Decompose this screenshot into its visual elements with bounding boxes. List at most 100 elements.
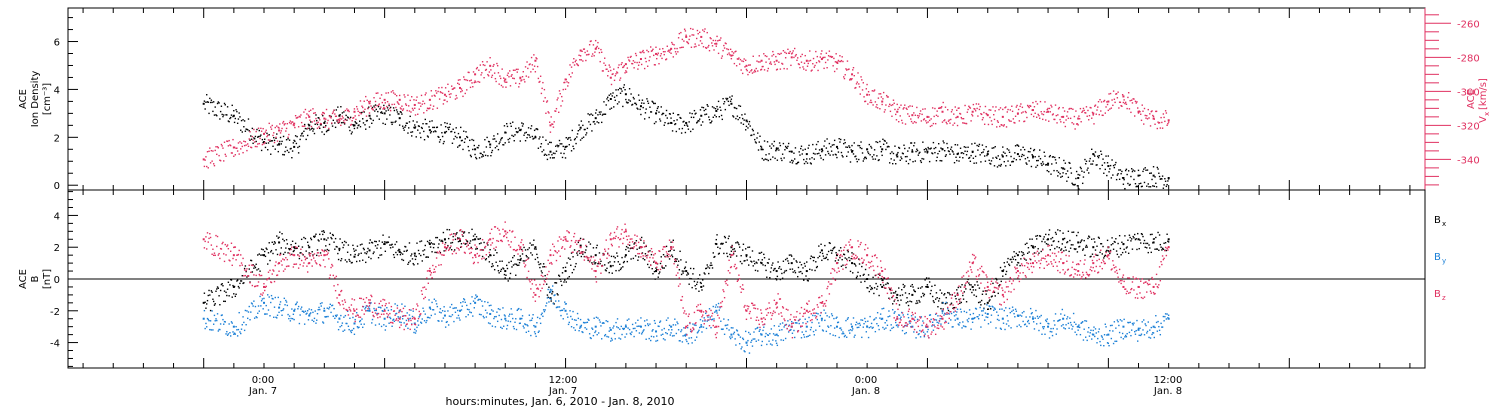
data-dot (745, 248, 746, 249)
data-dot (637, 108, 638, 109)
data-dot (270, 154, 271, 155)
data-dot (814, 65, 815, 66)
data-dot (798, 267, 799, 268)
data-dot (663, 113, 664, 114)
data-dot (624, 89, 625, 90)
data-dot (1059, 230, 1060, 231)
data-dot (767, 141, 768, 142)
data-dot (264, 139, 265, 140)
data-dot (474, 239, 475, 240)
data-dot (849, 260, 850, 261)
data-dot (342, 122, 343, 123)
data-dot (505, 132, 506, 133)
data-dot (717, 306, 718, 307)
data-dot (484, 139, 485, 140)
data-dot (321, 231, 322, 232)
data-dot (980, 304, 981, 305)
data-dot (703, 107, 704, 108)
data-dot (259, 138, 260, 139)
data-dot (642, 50, 643, 51)
data-dot (952, 151, 953, 152)
data-dot (609, 261, 610, 262)
data-dot (795, 147, 796, 148)
data-dot (275, 137, 276, 138)
data-dot (1001, 154, 1002, 155)
data-dot (1065, 163, 1066, 164)
data-dot (794, 158, 795, 159)
data-dot (230, 145, 231, 146)
data-dot (319, 119, 320, 120)
data-dot (609, 108, 610, 109)
data-dot (1083, 240, 1084, 241)
data-dot (881, 151, 882, 152)
data-dot (1091, 149, 1092, 150)
data-dot (1015, 259, 1016, 260)
data-dot (881, 96, 882, 97)
data-dot (294, 127, 295, 128)
data-dot (237, 150, 238, 151)
data-dot (859, 145, 860, 146)
data-dot (725, 109, 726, 110)
data-dot (768, 68, 769, 69)
data-dot (211, 150, 212, 151)
data-dot (641, 237, 642, 238)
data-dot (904, 148, 905, 149)
data-dot (267, 149, 268, 150)
data-dot (454, 249, 455, 250)
data-dot (588, 241, 589, 242)
data-dot (670, 113, 671, 114)
data-dot (1096, 164, 1097, 165)
data-dot (399, 321, 400, 322)
y-tick-label: 6 (54, 38, 60, 49)
data-dot (367, 251, 368, 252)
data-dot (373, 253, 374, 254)
data-dot (1010, 109, 1011, 110)
data-dot (714, 43, 715, 44)
data-dot (442, 93, 443, 94)
data-dot (1082, 249, 1083, 250)
data-dot (369, 126, 370, 127)
data-dot (467, 309, 468, 310)
data-dot (776, 343, 777, 344)
data-dot (689, 112, 690, 113)
data-dot (1115, 162, 1116, 163)
data-dot (685, 35, 686, 36)
data-dot (1160, 127, 1161, 128)
data-dot (900, 115, 901, 116)
data-dot (539, 267, 540, 268)
data-dot (447, 127, 448, 128)
data-dot (1140, 183, 1141, 184)
data-dot (965, 147, 966, 148)
data-dot (596, 334, 597, 335)
data-dot (440, 92, 441, 93)
data-dot (348, 326, 349, 327)
data-dot (581, 325, 582, 326)
data-point (1002, 116, 1004, 118)
data-dot (643, 52, 644, 53)
data-dot (1093, 246, 1094, 247)
data-dot (656, 335, 657, 336)
data-point (489, 313, 491, 315)
data-dot (1068, 231, 1069, 232)
data-dot (698, 330, 699, 331)
data-dot (596, 46, 597, 47)
data-dot (879, 108, 880, 109)
data-dot (688, 128, 689, 129)
data-dot (393, 254, 394, 255)
data-dot (336, 119, 337, 120)
data-dot (840, 247, 841, 248)
data-dot (1087, 238, 1088, 239)
data-dot (210, 162, 211, 163)
data-dot (900, 104, 901, 105)
data-dot (431, 95, 432, 96)
data-dot (1056, 115, 1057, 116)
data-dot (251, 147, 252, 148)
data-dot (423, 310, 424, 311)
data-dot (736, 65, 737, 66)
data-dot (916, 107, 917, 108)
data-dot (499, 261, 500, 262)
data-dot (851, 252, 852, 253)
data-dot (296, 143, 297, 144)
data-dot (313, 321, 314, 322)
data-dot (809, 269, 810, 270)
